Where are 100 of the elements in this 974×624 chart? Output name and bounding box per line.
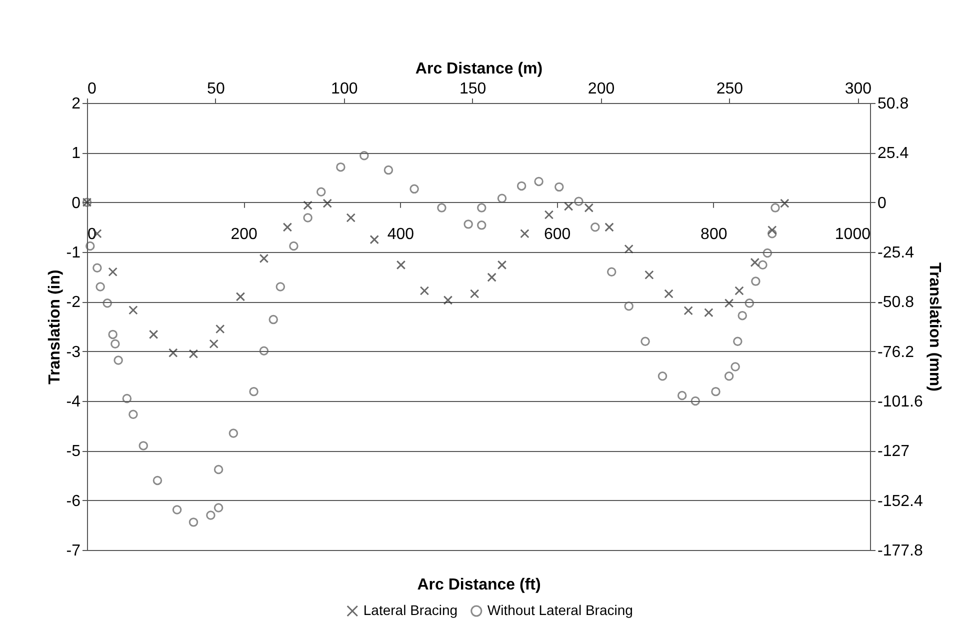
point: [122, 394, 132, 404]
point: [249, 386, 258, 396]
y-tick-label: -7: [66, 542, 81, 560]
point: [289, 241, 298, 251]
point: [564, 202, 574, 211]
point: [658, 372, 668, 381]
point: [497, 194, 507, 203]
point: [554, 182, 564, 192]
point: [677, 390, 687, 400]
point: [410, 184, 419, 194]
point: [259, 254, 269, 264]
point: [152, 476, 162, 486]
y-tick-label: -6: [66, 492, 81, 510]
point: [477, 203, 486, 212]
point: [768, 229, 777, 238]
point: [303, 200, 312, 210]
point: [497, 260, 507, 270]
point: [690, 396, 700, 406]
point: [520, 229, 530, 238]
point: [236, 292, 246, 302]
point: [751, 276, 760, 286]
point: [584, 203, 594, 212]
point: [477, 220, 486, 230]
y2-tick-label: 50.8: [878, 96, 909, 112]
point: [744, 298, 754, 308]
y2-tick-label: -76.2: [878, 344, 914, 361]
point: [108, 267, 118, 276]
point: [322, 198, 332, 208]
y-tick-label: -1: [66, 244, 81, 262]
point: [684, 306, 693, 316]
y-tick-label: 2: [72, 96, 81, 112]
x-tick-label: 400: [387, 226, 414, 243]
y-tick-label: -2: [66, 294, 81, 312]
x-tick-label: 800: [700, 226, 728, 243]
point: [86, 241, 95, 251]
point: [606, 267, 616, 276]
y-axis-title: Translation (in): [46, 270, 64, 384]
point: [214, 464, 224, 474]
y2-tick-label: 0: [878, 194, 886, 212]
point: [516, 181, 526, 191]
y2-tick-label: 25.4: [878, 145, 909, 162]
point: [360, 151, 369, 160]
point: [148, 330, 158, 340]
point: [396, 260, 406, 270]
point: [209, 339, 218, 349]
y2-tick-label: -25.4: [878, 244, 914, 262]
y-tick-label: -3: [66, 344, 81, 361]
point: [644, 270, 654, 280]
point: [420, 286, 430, 296]
point: [730, 362, 740, 372]
point: [604, 222, 614, 232]
point: [738, 310, 747, 320]
x-tick-label: 0: [88, 226, 96, 243]
point: [443, 296, 453, 305]
point: [206, 510, 216, 520]
point: [346, 213, 356, 222]
y2-tick-label: -50.8: [878, 294, 914, 312]
x-tick-label: 1000: [834, 226, 871, 243]
point: [188, 349, 198, 358]
point: [770, 203, 780, 212]
x-tick-label: 600: [544, 226, 571, 243]
point: [724, 298, 734, 308]
point: [303, 213, 312, 222]
point: [102, 298, 112, 308]
y-tick-label: 0: [72, 194, 81, 212]
point: [128, 410, 138, 420]
point: [172, 505, 182, 514]
point: [464, 220, 473, 229]
point: [750, 258, 760, 268]
point: [487, 272, 496, 282]
point: [114, 356, 123, 365]
point: [128, 305, 138, 315]
x-axis-title: Arc Distance (ft): [417, 576, 541, 594]
point: [316, 187, 326, 197]
point: [758, 260, 768, 270]
point: [711, 386, 720, 396]
point: [574, 196, 584, 206]
point: [762, 248, 772, 258]
point: [734, 286, 744, 296]
point: [268, 314, 278, 324]
point: [624, 302, 634, 311]
y-tick-label: -5: [66, 443, 81, 460]
point: [259, 346, 269, 356]
point: [215, 324, 225, 334]
x2-tick-label: 50: [207, 80, 225, 98]
y-tick-label: 1: [72, 145, 81, 162]
point: [168, 348, 178, 358]
legend-label: Lateral Bracing: [363, 602, 458, 618]
point: [276, 282, 286, 292]
x2-tick-label: 100: [331, 80, 358, 98]
point: [282, 222, 292, 232]
point: [228, 428, 238, 438]
y2-tick-label: -177.8: [878, 542, 923, 560]
y-tick-label: -4: [66, 394, 81, 410]
point: [640, 336, 650, 346]
legend-label: Without Lateral Bracing: [487, 602, 633, 618]
x2-tick-label: 300: [844, 80, 872, 98]
x-tick-label: 200: [230, 226, 258, 243]
x2-axis-title: Arc Distance (m): [415, 60, 543, 78]
point: [624, 244, 634, 254]
